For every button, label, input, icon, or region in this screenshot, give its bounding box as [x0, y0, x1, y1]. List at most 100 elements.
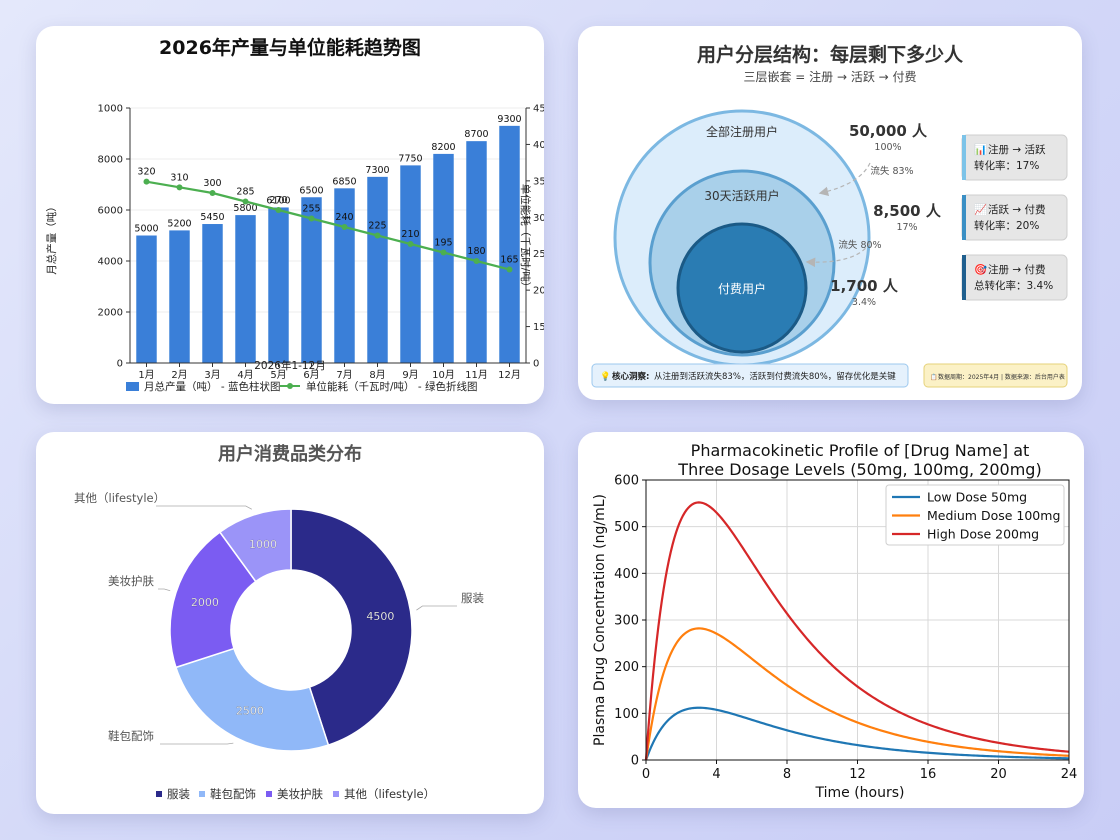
energy-point — [506, 266, 513, 273]
production-bar-label: 5450 — [200, 212, 224, 223]
pk-line-chart: Pharmacokinetic Profile of [Drug Name] a… — [592, 441, 1078, 801]
pk-legend-label: Low Dose 50mg — [927, 490, 1027, 505]
energy-point-label: 180 — [467, 246, 485, 257]
side-card-3-title: 注册 → 付费 — [988, 263, 1045, 276]
category-slice — [169, 531, 257, 669]
insight-icon: 💡 — [600, 371, 611, 382]
production-bar-label: 8200 — [431, 142, 455, 153]
production-bar-label: 8700 — [464, 129, 488, 140]
side-card-1: 📊 注册 → 活跃 转化率：17% — [961, 134, 1068, 181]
source-text: 数据周期：2025年4月 | 数据来源：后台用户表 — [938, 373, 1065, 381]
category-slice-value: 2500 — [236, 705, 264, 718]
production-bar-label: 5800 — [233, 203, 257, 214]
side-card-3-accent — [962, 255, 966, 300]
production-x-axis-label: 2026年1-12月 — [254, 359, 326, 372]
energy-point — [176, 184, 183, 191]
month-tick-label: 5月 — [270, 369, 286, 381]
side-card-3: 🎯 注册 → 付费 总转化率：3.4% — [961, 254, 1068, 301]
side-card-2: 📈 活跃 → 付费 转化率：20% — [961, 194, 1068, 241]
source-icon: 📋 — [930, 373, 937, 381]
production-bar — [400, 165, 421, 363]
production-bar — [136, 235, 157, 363]
pk-legend-label: Medium Dose 100mg — [927, 508, 1060, 523]
legend-line-marker — [287, 383, 293, 389]
pk-y-tick-label: 400 — [614, 567, 639, 582]
category-slice-label: 美妆护肤 — [108, 574, 154, 588]
right-tick-label: 150 — [533, 322, 544, 333]
category-slice-value: 2000 — [191, 596, 219, 609]
right-tick-label: 450 — [533, 104, 544, 115]
side-card-1-title: 注册 → 活跃 — [988, 143, 1046, 156]
energy-point — [440, 249, 447, 256]
category-legend-label: 美妆护肤 — [277, 787, 323, 801]
side-card-1-icon: 📊 — [974, 143, 987, 156]
category-slice-label: 鞋包配饰 — [108, 729, 154, 743]
pct-active: 17% — [896, 222, 917, 233]
left-tick-label: 1000 — [98, 104, 123, 115]
category-slice — [174, 647, 330, 752]
pk-y-tick-label: 300 — [614, 614, 639, 629]
energy-point — [473, 258, 480, 264]
funnel-title: 用户分层结构：每层剩下多少人 — [697, 43, 964, 66]
production-bar — [334, 188, 355, 363]
side-card-3-value: 总转化率：3.4% — [974, 279, 1053, 292]
layer-label-active: 30天活跃用户 — [704, 188, 779, 203]
category-chart-card: 用户消费品类分布 4500 2500 2000 1000 服装 鞋包配饰 美妆护肤 其他（l… — [36, 432, 544, 814]
energy-point — [308, 215, 315, 222]
funnel-subtitle: 三层嵌套 = 注册 → 活跃 → 付费 — [743, 69, 916, 84]
month-tick-label: 7月 — [336, 369, 352, 381]
side-card-2-title: 活跃 → 付费 — [988, 203, 1045, 216]
pk-chart-card: Pharmacokinetic Profile of [Drug Name] a… — [578, 432, 1084, 808]
production-bar — [367, 176, 388, 363]
production-bar-label: 6500 — [299, 185, 323, 196]
side-card-2-icon: 📈 — [974, 203, 987, 216]
pk-y-axis-label: Plasma Drug Concentration (ng/mL) — [592, 494, 608, 746]
right-tick-label: 400 — [533, 140, 544, 151]
count-paid: 1,700 人 — [830, 277, 899, 295]
production-bar — [169, 230, 190, 363]
category-leader-line — [156, 505, 252, 510]
production-bar — [466, 141, 487, 363]
production-bar — [235, 215, 256, 363]
pk-y-tick-label: 600 — [614, 474, 639, 489]
pct-registered: 100% — [874, 142, 901, 153]
legend-bar-swatch — [126, 382, 139, 391]
layer-circle-paid — [676, 222, 808, 354]
pk-x-axis-label: Time (hours) — [815, 785, 905, 801]
production-bar-label: 5000 — [134, 224, 158, 235]
production-bar — [433, 153, 454, 363]
production-bar — [268, 207, 289, 363]
month-tick-label: 6月 — [303, 369, 319, 381]
category-legend-swatch — [199, 791, 205, 797]
energy-point-label: 210 — [401, 229, 419, 240]
loss-label-2: 流失 80% — [838, 239, 881, 251]
layer-label-registered: 全部注册用户 — [706, 124, 778, 139]
left-tick-label: 8000 — [98, 155, 123, 166]
category-slice-label: 服装 — [461, 591, 484, 605]
pk-plot-frame — [645, 479, 1070, 761]
right-tick-label: 0 — [533, 359, 539, 370]
production-bar-label: 7300 — [365, 165, 389, 176]
pk-x-tick-label: 24 — [1061, 767, 1078, 782]
pk-title-line2: Three Dosage Levels (50mg, 100mg, 200mg) — [677, 460, 1041, 479]
energy-point-label: 310 — [170, 172, 188, 183]
production-bar-label: 6850 — [332, 176, 356, 187]
category-leader-line — [416, 605, 457, 611]
month-tick-label: 8月 — [369, 369, 385, 381]
loss-arrow-1 — [818, 162, 871, 197]
count-active: 8,500 人 — [873, 202, 942, 220]
energy-point — [407, 241, 414, 247]
insight-text: 从注册到活跃流失83%，活跃到付费流失80%，留存优化是关键 — [654, 371, 896, 382]
energy-point-label: 195 — [434, 238, 452, 249]
right-tick-label: 300 — [533, 213, 544, 224]
energy-point-label: 255 — [302, 204, 320, 215]
month-tick-label: 12月 — [498, 369, 521, 381]
pk-y-tick-label: 200 — [614, 660, 639, 675]
pk-y-tick-label: 0 — [631, 754, 639, 769]
left-tick-label: 2000 — [98, 308, 123, 319]
pk-y-tick-label: 500 — [614, 520, 639, 535]
source-box — [923, 363, 1068, 388]
pk-title-line1: Pharmacokinetic Profile of [Drug Name] a… — [691, 441, 1030, 460]
insight-label: 核心洞察: — [612, 371, 649, 382]
legend-line-label: 单位能耗（千瓦时/吨） - 绿色折线图 — [306, 380, 478, 393]
